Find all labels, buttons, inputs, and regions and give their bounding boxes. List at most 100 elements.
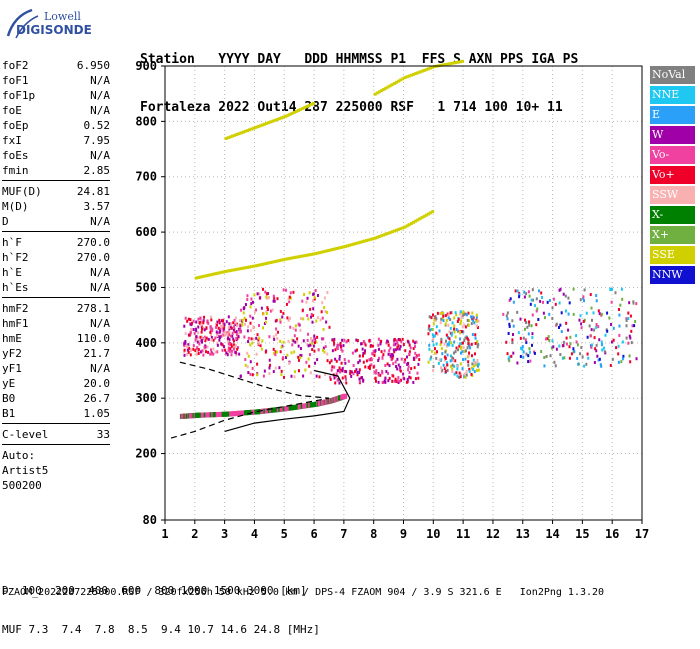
sse-echo-point bbox=[367, 238, 371, 242]
echo-point bbox=[524, 338, 527, 342]
echo-point bbox=[377, 373, 380, 377]
sse-echo-point bbox=[245, 129, 249, 133]
sse-echo-point bbox=[380, 234, 384, 238]
sse-echo-point bbox=[416, 71, 420, 75]
echo-point bbox=[600, 312, 603, 316]
echo-point bbox=[235, 353, 238, 357]
echo-point bbox=[184, 339, 187, 343]
echo-point bbox=[340, 347, 343, 351]
echo-point bbox=[300, 316, 303, 320]
echo-point bbox=[435, 342, 438, 346]
echo-point bbox=[189, 322, 192, 326]
sse-echo-point bbox=[273, 260, 277, 264]
echo-point bbox=[405, 355, 408, 359]
echo-point bbox=[470, 372, 473, 376]
echo-point bbox=[228, 349, 231, 353]
echo-point bbox=[435, 317, 438, 321]
echo-point bbox=[249, 314, 252, 318]
echo-point bbox=[621, 340, 624, 344]
sse-echo-point bbox=[412, 220, 416, 224]
echo-point bbox=[635, 357, 638, 361]
echo-point bbox=[341, 367, 344, 371]
echo-point bbox=[465, 336, 468, 340]
echo-point bbox=[512, 300, 515, 304]
echo-point bbox=[394, 360, 397, 364]
echo-point bbox=[448, 330, 451, 334]
echo-point bbox=[307, 344, 310, 348]
echo-point bbox=[354, 349, 357, 353]
echo-point bbox=[470, 322, 473, 326]
echo-point bbox=[618, 324, 621, 328]
echo-point bbox=[239, 324, 242, 328]
echo-point bbox=[232, 321, 235, 325]
sse-echo-point bbox=[307, 103, 311, 107]
echo-point bbox=[338, 354, 341, 358]
echo-point bbox=[384, 376, 387, 380]
scaled-parameters-panel: foF2 6.950 foF1 N/A foF1p N/A foE N/A foEp 0.52 fx… bbox=[2, 58, 110, 493]
echo-point bbox=[209, 352, 212, 356]
echo-point bbox=[438, 329, 441, 333]
echo-point bbox=[467, 339, 470, 343]
echo-point bbox=[333, 341, 336, 345]
echo-point bbox=[183, 348, 186, 352]
echo-point bbox=[186, 345, 189, 349]
echo-point bbox=[316, 294, 319, 298]
echo-point bbox=[340, 361, 343, 365]
echo-point bbox=[310, 312, 313, 316]
sse-echo-point bbox=[216, 271, 220, 275]
y-tick-label: 300 bbox=[135, 391, 157, 405]
echo-point bbox=[218, 338, 221, 342]
sse-echo-point bbox=[420, 69, 424, 73]
echo-point bbox=[289, 325, 292, 329]
echo-point bbox=[559, 323, 562, 327]
echo-point bbox=[408, 352, 411, 356]
echo-point bbox=[403, 377, 406, 381]
echo-point bbox=[547, 335, 550, 339]
sse-echo-point bbox=[290, 111, 294, 115]
sse-echo-point bbox=[220, 270, 224, 274]
param-row-hme: hmE 110.0 bbox=[2, 331, 110, 346]
echo-point bbox=[305, 300, 308, 304]
echo-point bbox=[507, 357, 510, 361]
echo-point bbox=[449, 311, 452, 315]
echo-point bbox=[243, 306, 246, 310]
sse-echo-point bbox=[222, 270, 226, 274]
echo-point bbox=[335, 359, 338, 363]
echo-point bbox=[216, 341, 219, 345]
param-value: N/A bbox=[90, 74, 110, 87]
sse-echo-point bbox=[226, 269, 230, 273]
echo-point bbox=[413, 341, 416, 345]
echo-point bbox=[470, 315, 473, 319]
echo-point bbox=[328, 325, 331, 329]
echo-point bbox=[192, 344, 195, 348]
sse-echo-point bbox=[265, 121, 269, 125]
echo-point bbox=[475, 368, 478, 372]
sse-echo-point bbox=[203, 274, 207, 278]
param-value: N/A bbox=[90, 215, 110, 228]
echo-point bbox=[444, 370, 447, 374]
echo-point bbox=[279, 318, 282, 322]
echo-point bbox=[307, 332, 310, 336]
echo-point bbox=[258, 292, 261, 296]
echo-point bbox=[514, 289, 517, 293]
echo-point bbox=[473, 321, 476, 325]
echo-point bbox=[429, 357, 432, 361]
echo-point bbox=[548, 312, 551, 316]
echo-point bbox=[572, 287, 575, 291]
sse-echo-point bbox=[426, 67, 430, 71]
echo-point bbox=[597, 309, 600, 313]
echo-point bbox=[233, 319, 236, 323]
echo-point bbox=[456, 364, 459, 368]
echo-point bbox=[465, 373, 468, 377]
param-label: B0 bbox=[2, 392, 16, 405]
echo-point bbox=[297, 344, 300, 348]
echo-point bbox=[291, 338, 294, 342]
sse-echo-point bbox=[354, 241, 358, 245]
x-tick-label: 3 bbox=[221, 527, 228, 541]
echo-point bbox=[335, 372, 338, 376]
echo-point bbox=[313, 297, 316, 301]
echo-point bbox=[442, 314, 445, 318]
echo-point bbox=[543, 364, 546, 368]
echo-point bbox=[447, 316, 450, 320]
x-tick-label: 5 bbox=[281, 527, 288, 541]
